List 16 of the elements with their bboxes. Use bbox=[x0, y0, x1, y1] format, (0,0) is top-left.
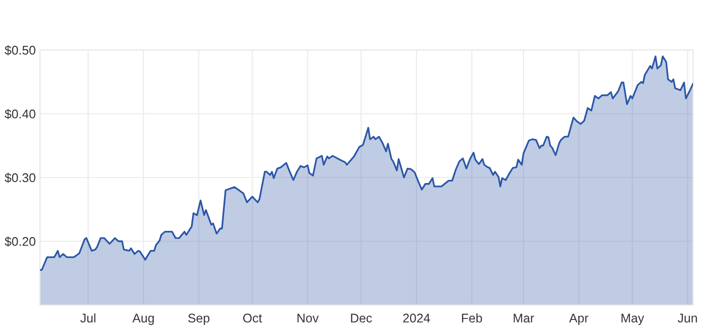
x-tick-label: May bbox=[622, 314, 644, 325]
x-tick-label: Dec bbox=[351, 314, 372, 323]
x-tick-label: 2024 bbox=[403, 314, 430, 323]
x-tick-label: Sep bbox=[188, 314, 210, 325]
x-tick-label: Apr bbox=[569, 314, 588, 325]
x-tick-label: Jul bbox=[80, 313, 96, 323]
x-tick-label: Jun bbox=[678, 314, 697, 323]
y-tick-label: $0.50 bbox=[4, 45, 36, 56]
x-tick-label: Aug bbox=[132, 314, 154, 325]
x-tick-label: Mar bbox=[514, 314, 534, 323]
y-tick-label: $0.30 bbox=[4, 172, 36, 183]
y-tick-label: $0.20 bbox=[4, 236, 36, 247]
x-tick-label: Oct bbox=[243, 314, 262, 323]
y-tick-label: $0.40 bbox=[4, 109, 36, 120]
x-tick-label: Feb bbox=[462, 313, 482, 323]
x-tick-label: Nov bbox=[298, 314, 319, 323]
